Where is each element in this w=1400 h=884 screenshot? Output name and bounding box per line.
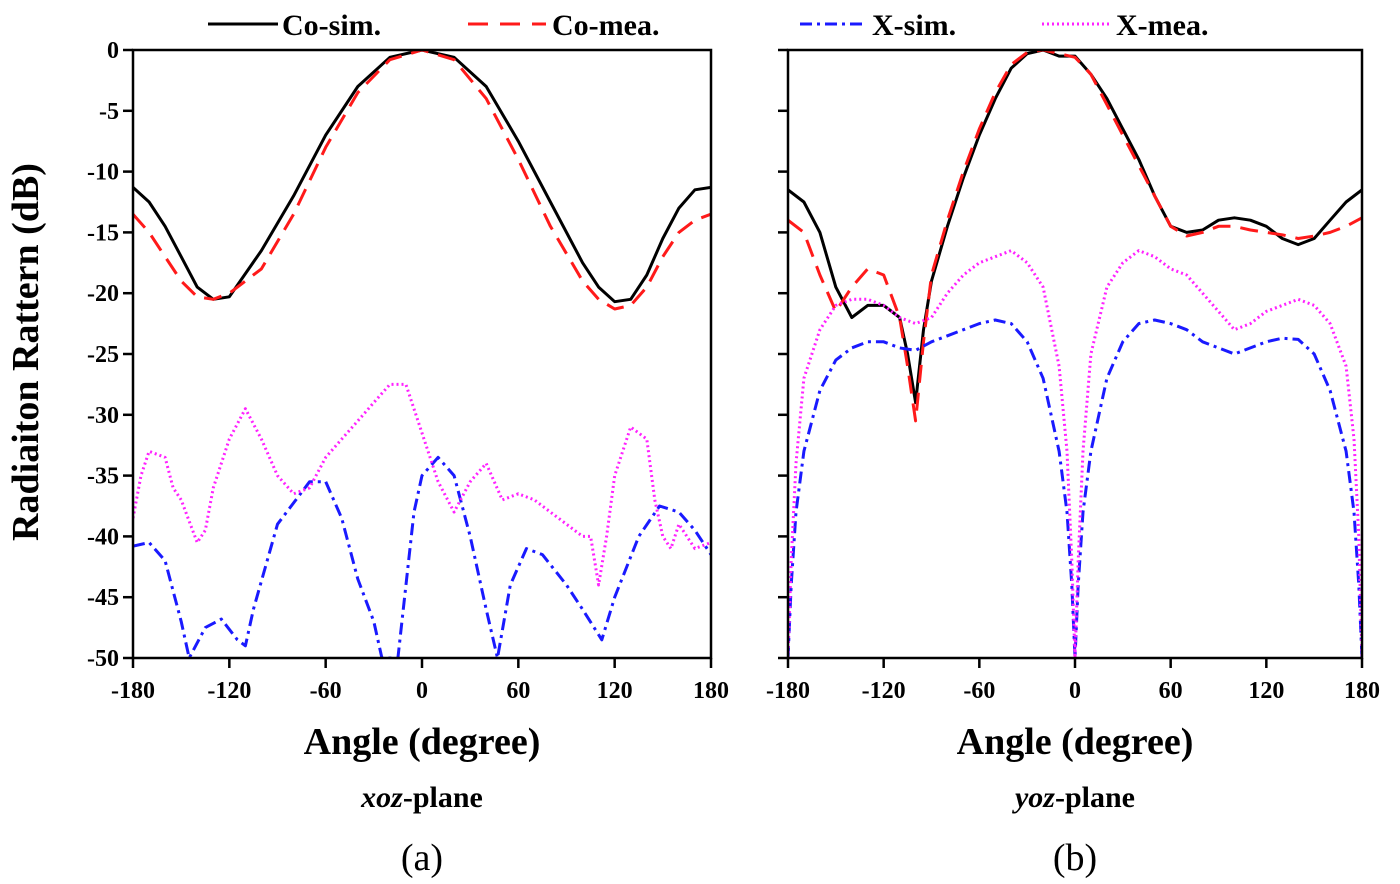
- panel-a-x-tick-label: 180: [693, 678, 729, 704]
- panel-b-frame: [786, 48, 1364, 660]
- panel-a-plot-area: [133, 50, 711, 658]
- panel-a-x-tick-label: 0: [416, 678, 428, 704]
- panel-b-y-tick-marks: [778, 48, 788, 660]
- panel-a-y-tick-labels: 0 -5 -10 -15 -20 -25 -30 -35 -40 -45 -50: [87, 38, 133, 672]
- panel-a-y-tick-label: -45: [87, 585, 119, 611]
- panel-a-x-tick-label: -60: [310, 678, 342, 704]
- panel-b-plane-suffix: -plane: [1055, 781, 1135, 814]
- y-axis-title: Radiaiton Rattern (dB): [5, 163, 47, 541]
- panel-b-label: (b): [1053, 837, 1097, 879]
- panel-a-x-tick-labels: -180 -120 -60 0 60 120 180: [111, 658, 729, 704]
- panel-a-y-tick-label: -25: [87, 342, 119, 368]
- panel-a-y-tick-label: -15: [87, 220, 119, 246]
- panel-b-x-tick-labels: -180 -120 -60 0 60 120 180: [766, 658, 1380, 704]
- legend-label-x-sim: X-sim.: [872, 9, 956, 42]
- panel-a-x-axis-title: Angle (degree): [304, 721, 541, 763]
- panel-a-y-tick-label: -30: [87, 403, 119, 429]
- panel-a-y-tick-label: -5: [99, 99, 119, 125]
- panel-b-x-tick-label: -120: [862, 678, 906, 704]
- panel-a: -180 -120 -60 0 60 120 180 0 -5 -10 -15 -20 -25 -30 -…: [87, 38, 729, 879]
- panel-b: -180 -120 -60 0 60 120 180 Angle (degree) yoz-…: [766, 48, 1380, 879]
- panel-a-plane-italic: xoz: [360, 781, 403, 814]
- legend-label-co-mea: Co-mea.: [552, 9, 659, 42]
- panel-b-x-tick-label: -180: [766, 678, 810, 704]
- panel-a-y-tick-label: 0: [107, 38, 119, 64]
- panel-b-x-tick-label: 120: [1248, 678, 1284, 704]
- panel-b-plot-area: [788, 50, 1362, 658]
- panel-b-x-tick-label: -60: [963, 678, 995, 704]
- panel-a-label: (a): [401, 837, 443, 879]
- panel-a-series-x-mea: [133, 382, 711, 587]
- panel-a-y-tick-label: -35: [87, 464, 119, 490]
- panel-a-series-co-mea: [133, 50, 711, 311]
- panel-b-series-co-sim: [788, 50, 1362, 405]
- panel-a-x-tick-label: -180: [111, 678, 155, 704]
- panel-b-x-tick-label: 60: [1159, 678, 1183, 704]
- panel-b-x-axis-title: Angle (degree): [957, 721, 1194, 763]
- panel-a-y-tick-label: -10: [87, 160, 119, 186]
- panel-a-x-tick-label: -120: [207, 678, 251, 704]
- panel-b-x-tick-label: 0: [1069, 678, 1081, 704]
- panel-a-series-x-sim: [133, 455, 711, 658]
- legend-label-co-sim: Co-sim.: [282, 9, 381, 42]
- panel-b-series-x-sim: [788, 318, 1362, 658]
- panel-a-x-tick-label: 120: [597, 678, 633, 704]
- legend-label-x-mea: X-mea.: [1116, 9, 1208, 42]
- panel-b-plane-italic: yoz: [1012, 781, 1055, 814]
- panel-a-y-tick-label: -20: [87, 281, 119, 307]
- panel-a-plane-suffix: -plane: [403, 781, 483, 814]
- legend: Co-sim. Co-mea. X-sim. X-mea.: [208, 9, 1208, 42]
- panel-a-series-co-sim: [133, 50, 711, 304]
- panel-a-plane-caption: xoz-plane: [360, 781, 483, 814]
- panel-a-frame: [131, 48, 713, 660]
- panel-a-x-tick-label: 60: [506, 678, 530, 704]
- panel-a-y-tick-label: -50: [87, 646, 119, 672]
- panel-b-plane-caption: yoz-plane: [1012, 781, 1135, 814]
- panel-b-series-x-mea: [788, 249, 1362, 658]
- panel-b-x-tick-label: 180: [1344, 678, 1380, 704]
- panel-a-y-tick-label: -40: [87, 524, 119, 550]
